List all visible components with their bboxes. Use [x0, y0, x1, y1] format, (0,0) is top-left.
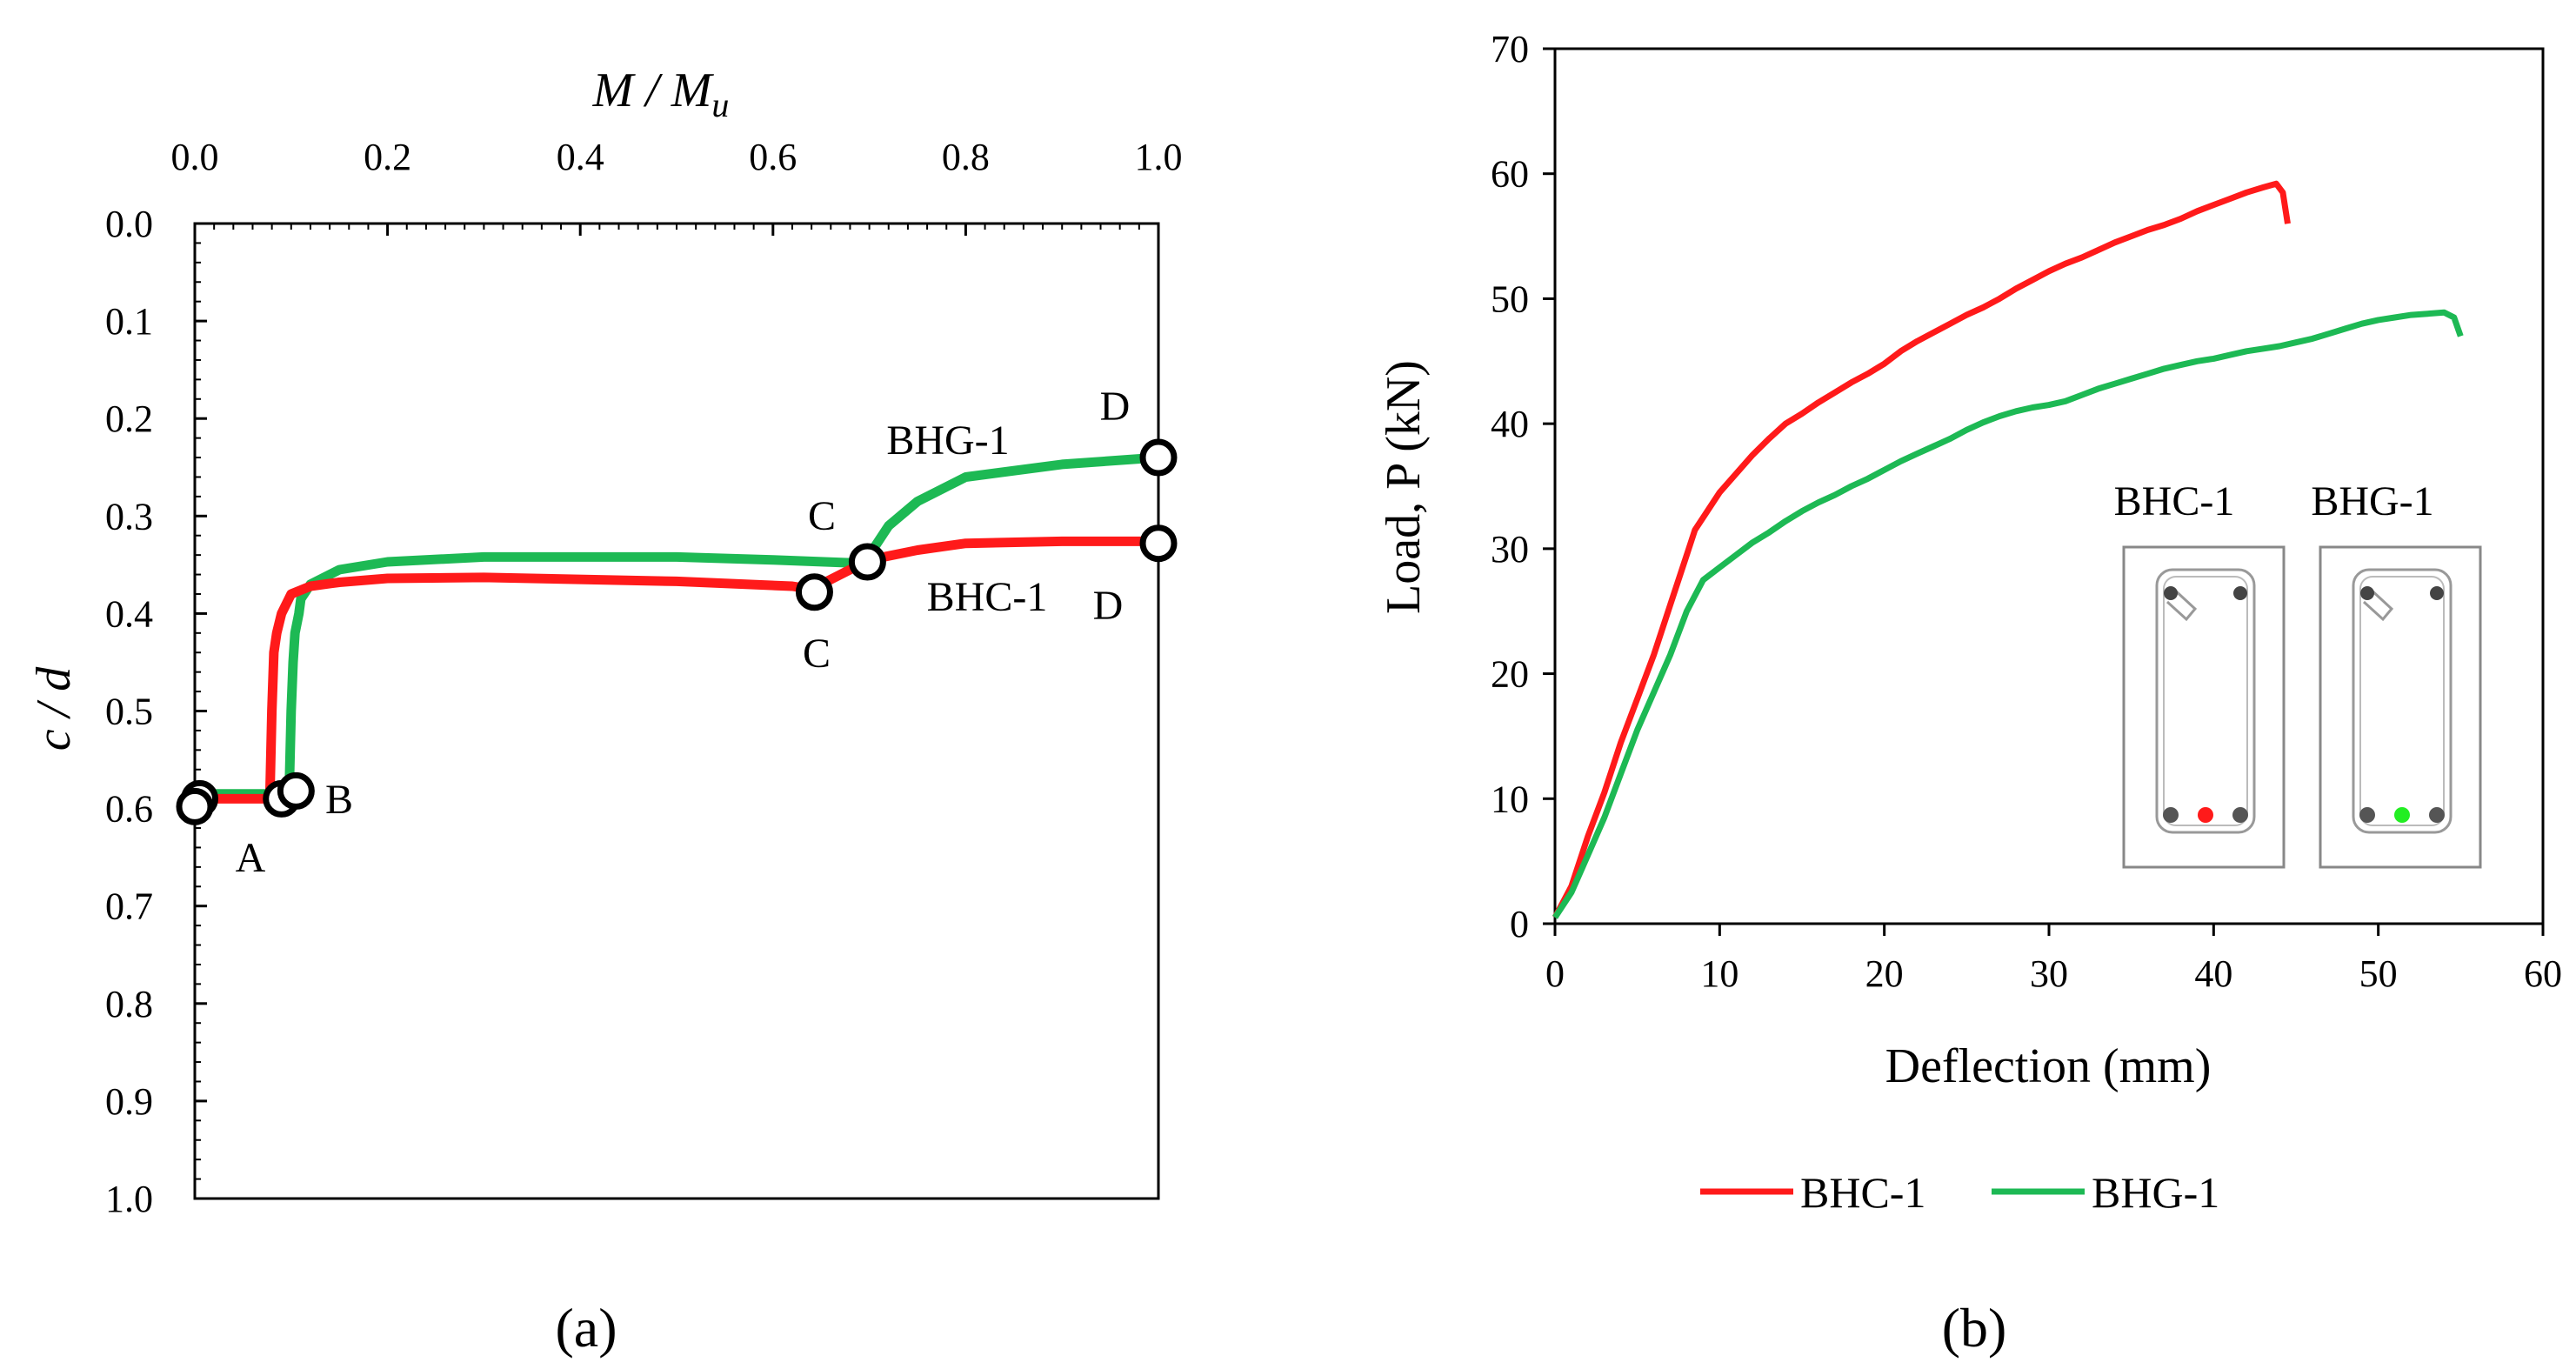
chart-a-annotations: A B C C D D BHG-1 BHC-1 [236, 384, 1131, 881]
chart-a-y-tick-label: 0.8 [105, 983, 153, 1025]
chart-a-marker [795, 573, 833, 611]
chart-a-y-tick-label: 0.2 [105, 397, 153, 440]
chart-b-x-tick-label: 10 [1700, 952, 1738, 995]
chart-b-y-tick-label: 70 [1491, 28, 1529, 70]
chart-b-y-tick-label: 0 [1510, 903, 1529, 945]
chart-a-y-ticks: 0.0 0.1 0.2 0.3 0.4 0.5 0.6 0.7 0.8 0.9 1.0 [105, 203, 207, 1220]
chart-b-x-tick-label: 0 [1545, 952, 1565, 995]
chart-b-x-axis-title: Deflection (mm) [1885, 1039, 2212, 1093]
chart-a-y-tick-label: 0.5 [105, 691, 153, 733]
chart-b-y-tick-label: 40 [1491, 403, 1529, 445]
legend: BHC-1 BHG-1 [1700, 1168, 2219, 1217]
chart-b: 0 10 20 30 40 50 60 0 10 20 30 40 50 60 70 Deflection… [1377, 28, 2562, 1359]
chart-a-y-axis-title: c / d [27, 666, 81, 751]
chart-b-y-tick-label: 50 [1491, 277, 1529, 320]
legend-label-bhg: BHG-1 [2092, 1168, 2219, 1217]
chart-a-plot-area [193, 222, 1160, 1200]
chart-a-y-tick-label: 0.0 [105, 203, 153, 245]
chart-a-x-tick-label: 0.0 [171, 136, 219, 178]
chart-b-y-ticks: 0 10 20 30 40 50 60 70 [1491, 28, 1555, 945]
chart-a-x-tick-label: 0.4 [557, 136, 604, 178]
chart-b-x-tick-label: 50 [2359, 952, 2398, 995]
series-label-bhg: BHG-1 [886, 417, 1009, 464]
annotation-d-bhc: D [1093, 583, 1124, 629]
chart-a-marker [277, 771, 315, 810]
chart-a-x-tick-label: 1.0 [1135, 136, 1183, 178]
chart-a: 0.0 0.2 0.4 0.6 0.8 1.0 0.0 0.1 0.2 0.3 0.4 0.5 0.6… [27, 63, 1183, 1359]
chart-b-y-tick-label: 60 [1491, 153, 1529, 196]
chart-a-y-tick-label: 0.3 [105, 495, 153, 538]
panel-label-a: (a) [555, 1297, 617, 1359]
chart-a-x-tick-label: 0.6 [749, 136, 797, 178]
chart-a-series-bhg-1 [190, 452, 1164, 799]
annotation-d-bhg: D [1100, 384, 1131, 430]
annotation-b: B [325, 777, 353, 823]
section-bhg [2319, 545, 2482, 869]
chart-b-series-bhg-1 [1552, 309, 2464, 919]
annotation-c-bhc: C [803, 631, 831, 677]
chart-a-x-ticks: 0.0 0.2 0.4 0.6 0.8 1.0 [171, 136, 1183, 236]
chart-b-y-tick-label: 20 [1491, 653, 1529, 696]
chart-b-series [1552, 180, 2464, 919]
inset-label-bhc: BHC-1 [2114, 478, 2235, 524]
cross-section-inset: BHC-1 BHG-1 [2114, 478, 2482, 869]
chart-a-x-axis-title: M / Mu [592, 63, 730, 124]
highlight-bar-bhg [2394, 807, 2410, 823]
chart-a-markers [176, 438, 1178, 825]
chart-b-x-tick-label: 40 [2194, 952, 2232, 995]
chart-b-y-tick-label: 10 [1491, 778, 1529, 820]
chart-a-x-tick-label: 0.2 [364, 136, 411, 178]
chart-a-y-tick-label: 0.9 [105, 1080, 153, 1123]
chart-a-series [190, 452, 1164, 804]
chart-a-y-tick-label: 0.6 [105, 788, 153, 831]
chart-b-x-ticks: 0 10 20 30 40 50 60 [1545, 924, 2562, 995]
annotation-a: A [236, 835, 266, 881]
chart-a-x-tick-label: 0.8 [942, 136, 990, 178]
chart-a-marker [176, 787, 214, 825]
chart-b-y-axis-title: Load, P (kN) [1377, 360, 1431, 614]
chart-b-series-bhc-1 [1552, 180, 2291, 919]
chart-b-y-tick-label: 30 [1491, 528, 1529, 571]
chart-a-y-tick-label: 0.7 [105, 885, 153, 928]
section-bhc [2122, 545, 2286, 869]
highlight-bar-bhc [2198, 807, 2213, 823]
chart-b-x-tick-label: 60 [2524, 952, 2562, 995]
annotation-c-bhg: C [808, 493, 836, 539]
chart-b-x-tick-label: 30 [2030, 952, 2068, 995]
inset-label-bhg: BHG-1 [2311, 478, 2433, 524]
chart-a-y-tick-label: 0.1 [105, 300, 153, 343]
series-label-bhc: BHC-1 [927, 574, 1048, 620]
chart-a-y-tick-label: 1.0 [105, 1178, 153, 1220]
legend-label-bhc: BHC-1 [1800, 1168, 1925, 1217]
panel-label-b: (b) [1942, 1297, 2007, 1359]
chart-a-y-tick-label: 0.4 [105, 592, 153, 635]
chart-a-marker [848, 543, 886, 581]
chart-b-x-tick-label: 20 [1865, 952, 1904, 995]
chart-a-marker [1139, 438, 1178, 477]
chart-a-marker [1139, 524, 1178, 563]
